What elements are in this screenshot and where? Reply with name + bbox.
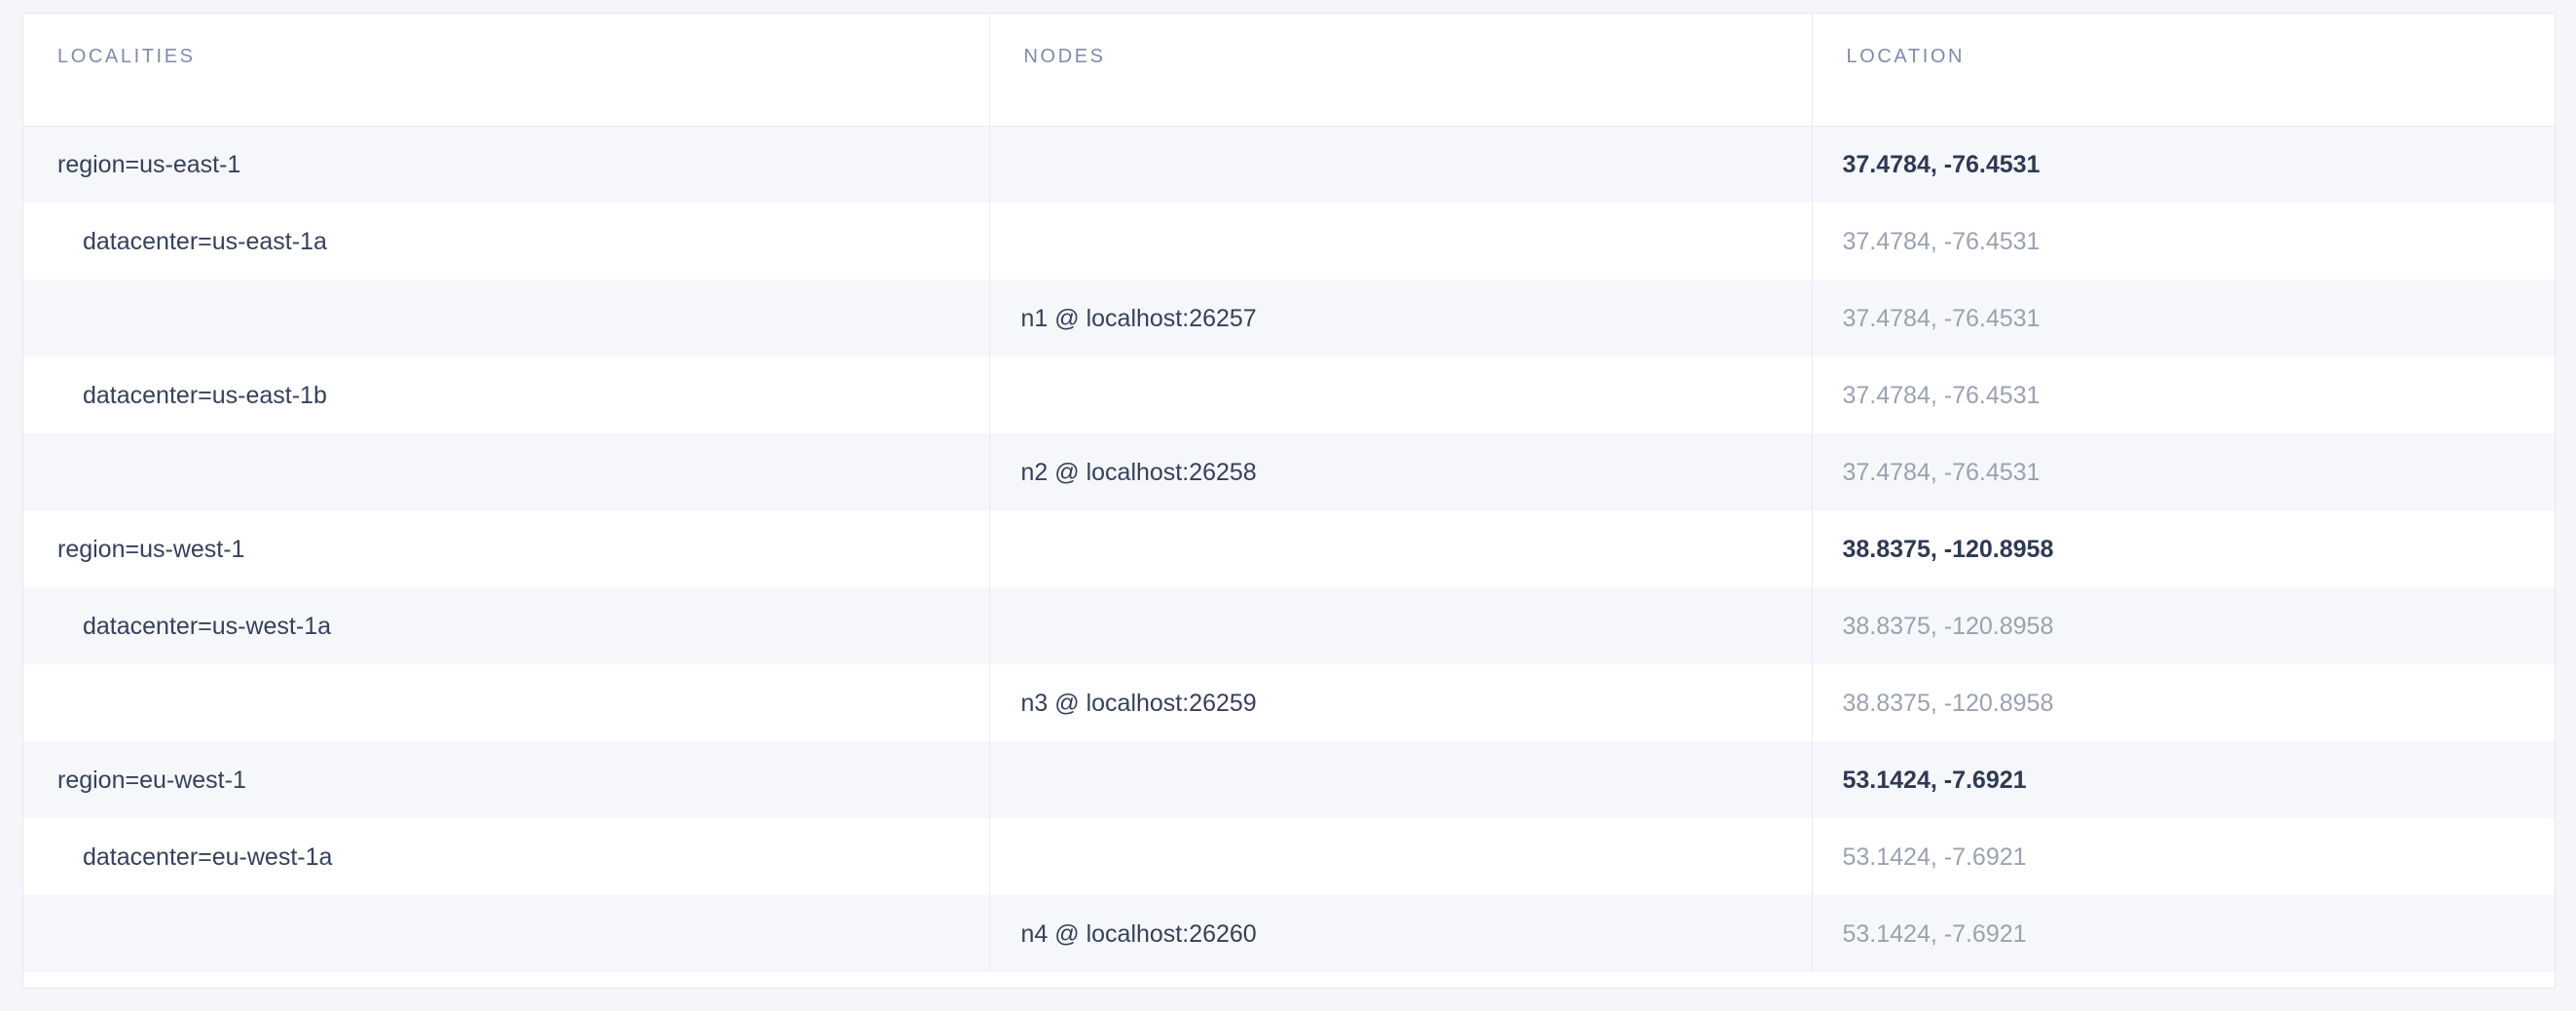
cell-node [988, 126, 1812, 203]
cell-locality [23, 895, 989, 972]
cell-node [988, 587, 1812, 664]
cell-node: n3 @ localhost:26259 [988, 664, 1812, 741]
table-body: region=us-east-1 37.4784, -76.4531 datacen… [23, 126, 2555, 972]
location-value: 38.8375, -120.8958 [1842, 689, 2054, 717]
location-value: 53.1424, -7.6921 [1842, 919, 2027, 948]
location-value: 37.4784, -76.4531 [1842, 381, 2041, 409]
cell-node [988, 818, 1812, 895]
node-label: n2 @ localhost:26258 [1020, 458, 1257, 486]
cell-locality: datacenter=us-east-1b [23, 356, 989, 433]
cell-node [988, 356, 1812, 433]
cell-locality: region=eu-west-1 [23, 741, 989, 818]
column-header-nodes[interactable]: NODES [988, 14, 1812, 127]
cell-node [988, 203, 1812, 280]
cell-location: 38.8375, -120.8958 [1811, 510, 2555, 587]
locality-label: region=eu-west-1 [57, 766, 246, 794]
location-value: 38.8375, -120.8958 [1842, 612, 2054, 640]
cell-node [988, 510, 1812, 587]
column-header-localities[interactable]: LOCALITIES [23, 14, 989, 127]
cell-locality [23, 664, 989, 741]
node-label: n3 @ localhost:26259 [1020, 689, 1257, 717]
location-value: 37.4784, -76.4531 [1842, 458, 2041, 486]
column-header-location[interactable]: LOCATION [1811, 14, 2555, 127]
table-row[interactable]: datacenter=us-east-1b 37.4784, -76.4531 [23, 356, 2555, 433]
cell-location: 38.8375, -120.8958 [1811, 664, 2555, 741]
cell-location: 38.8375, -120.8958 [1811, 587, 2555, 664]
cell-location: 37.4784, -76.4531 [1811, 433, 2555, 510]
table-row[interactable]: region=us-east-1 37.4784, -76.4531 [23, 126, 2555, 203]
cell-locality [23, 280, 989, 356]
cell-locality: datacenter=us-east-1a [23, 203, 989, 280]
table-row[interactable]: region=eu-west-1 53.1424, -7.6921 [23, 741, 2555, 818]
table-row[interactable]: n2 @ localhost:26258 37.4784, -76.4531 [23, 433, 2555, 510]
locality-label: region=us-west-1 [57, 535, 245, 563]
node-label: n4 @ localhost:26260 [1020, 919, 1257, 948]
location-value: 53.1424, -7.6921 [1842, 766, 2027, 794]
cell-locality: region=us-west-1 [23, 510, 989, 587]
cell-location: 37.4784, -76.4531 [1811, 203, 2555, 280]
cell-location: 37.4784, -76.4531 [1811, 356, 2555, 433]
locality-label: datacenter=us-east-1a [83, 227, 327, 255]
table-row[interactable]: n1 @ localhost:26257 37.4784, -76.4531 [23, 280, 2555, 356]
cell-locality [23, 433, 989, 510]
location-value: 37.4784, -76.4531 [1842, 150, 2041, 178]
cell-location: 53.1424, -7.6921 [1811, 741, 2555, 818]
location-value: 37.4784, -76.4531 [1842, 227, 2041, 255]
locality-label: datacenter=eu-west-1a [83, 842, 333, 871]
node-label: n1 @ localhost:26257 [1020, 304, 1257, 332]
table-row[interactable]: datacenter=us-east-1a 37.4784, -76.4531 [23, 203, 2555, 280]
cell-locality: datacenter=eu-west-1a [23, 818, 989, 895]
table-row[interactable]: n3 @ localhost:26259 38.8375, -120.8958 [23, 664, 2555, 741]
locality-label: datacenter=us-west-1a [83, 612, 332, 640]
cell-location: 37.4784, -76.4531 [1811, 126, 2555, 203]
cell-locality: region=us-east-1 [23, 126, 989, 203]
locality-label: datacenter=us-east-1b [83, 381, 327, 409]
table-row[interactable]: datacenter=eu-west-1a 53.1424, -7.6921 [23, 818, 2555, 895]
cell-node: n2 @ localhost:26258 [988, 433, 1812, 510]
table-header: LOCALITIES NODES LOCATION [23, 14, 2555, 127]
cell-locality: datacenter=us-west-1a [23, 587, 989, 664]
locality-label: region=us-east-1 [57, 150, 241, 178]
cell-location: 53.1424, -7.6921 [1811, 895, 2555, 972]
cell-node: n1 @ localhost:26257 [988, 280, 1812, 356]
table-row[interactable]: region=us-west-1 38.8375, -120.8958 [23, 510, 2555, 587]
location-value: 37.4784, -76.4531 [1842, 304, 2041, 332]
location-value: 38.8375, -120.8958 [1842, 535, 2054, 563]
cell-node [988, 741, 1812, 818]
localities-table-card: LOCALITIES NODES LOCATION region=us-east… [22, 13, 2556, 989]
table-row[interactable]: datacenter=us-west-1a 38.8375, -120.8958 [23, 587, 2555, 664]
cell-node: n4 @ localhost:26260 [988, 895, 1812, 972]
location-value: 53.1424, -7.6921 [1842, 842, 2027, 871]
localities-table: LOCALITIES NODES LOCATION region=us-east… [23, 14, 2555, 972]
table-row[interactable]: n4 @ localhost:26260 53.1424, -7.6921 [23, 895, 2555, 972]
cell-location: 37.4784, -76.4531 [1811, 280, 2555, 356]
table-header-row: LOCALITIES NODES LOCATION [23, 14, 2555, 127]
cell-location: 53.1424, -7.6921 [1811, 818, 2555, 895]
